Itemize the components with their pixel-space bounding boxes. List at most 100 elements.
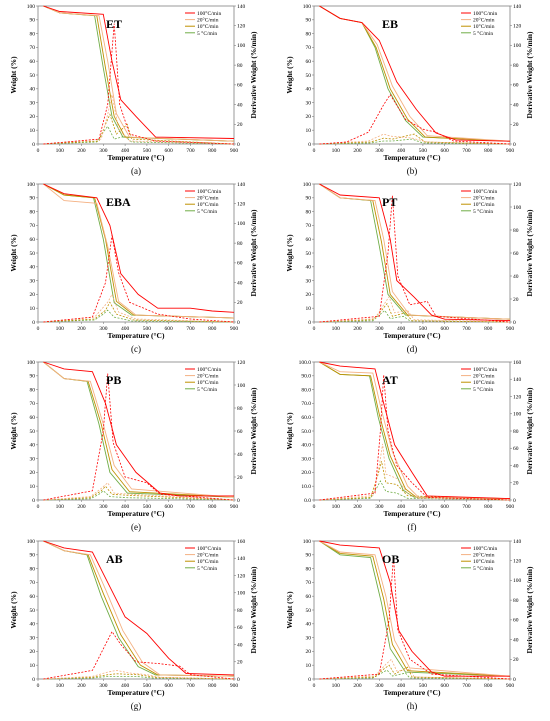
legend-label: 100°C/min [473, 10, 497, 17]
x-tick-label: 200 [77, 683, 86, 689]
y2-tick-label: 140 [513, 539, 522, 545]
y-tick-label: 30.0 [301, 456, 311, 462]
x-axis-label: Temperature (°C) [108, 509, 165, 518]
x-tick-label: 300 [375, 148, 384, 154]
y-tick-label: 80 [30, 387, 36, 393]
y2-axis-label: Derivative Weight (%/min) [525, 31, 534, 118]
x-axis-label: Temperature (°C) [108, 688, 165, 697]
panel-name: OB [382, 552, 399, 566]
y-tick-label: 0.0 [304, 498, 311, 504]
derivative-line-5 [319, 309, 511, 323]
legend-label: 100°C/min [473, 188, 497, 195]
y-tick-label: 90.0 [301, 374, 311, 380]
y-tick-label: 90 [306, 18, 312, 24]
derivative-line-10 [43, 301, 235, 323]
weight-line-100 [319, 5, 511, 142]
x-tick-label: 800 [484, 148, 493, 154]
y2-tick-label: 140 [237, 556, 246, 562]
y2-tick-label: 120 [237, 24, 246, 30]
y-tick-label: 0 [32, 677, 35, 683]
y2-tick-label: 60 [237, 261, 243, 267]
y-tick-label: 40 [306, 87, 312, 93]
y2-tick-label: 20 [237, 122, 243, 128]
y-tick-label: 60 [306, 237, 312, 243]
legend-label: 5 °C/min [197, 386, 217, 393]
y-tick-label: 30 [30, 100, 36, 106]
derivative-line-100 [43, 373, 235, 501]
panel-g: 0 100 200 300 400 500 600 700 800 900010203040506… [9, 539, 258, 711]
y-tick-label: 60 [30, 415, 36, 421]
panel-name: EB [382, 17, 398, 31]
y2-tick-label: 0 [237, 677, 240, 683]
y-tick-label: 20 [306, 292, 312, 298]
y2-tick-label: 140 [237, 4, 246, 10]
derivative-line-5 [43, 675, 235, 680]
derivative-line-20 [43, 94, 235, 145]
panel-b: 0 100 200 300 400 500 600 700 800 900010203040506… [285, 4, 534, 176]
legend-label: 10°C/min [197, 23, 219, 30]
y-tick-label: 0 [308, 677, 311, 683]
x-tick-label: 0 [37, 683, 40, 689]
y-tick-label: 30 [306, 100, 312, 106]
y-tick-label: 20 [30, 114, 36, 120]
panel-name: AT [382, 373, 398, 387]
y-axis-label: Weight (%) [9, 56, 18, 94]
panel-name: AB [106, 552, 123, 566]
legend-label: 20°C/min [473, 195, 495, 202]
y2-tick-label: 140 [513, 4, 522, 10]
legend-label: 5 °C/min [197, 208, 217, 215]
y-tick-label: 40.0 [301, 443, 311, 449]
x-tick-label: 200 [77, 148, 86, 154]
y2-tick-label: 0 [513, 498, 516, 504]
x-tick-label: 100 [56, 148, 65, 154]
legend-label: 10°C/min [197, 201, 219, 208]
y-axis-label: Weight (%) [285, 591, 294, 629]
y-tick-label: 0 [308, 142, 311, 148]
legend-label: 100°C/min [473, 366, 497, 373]
y2-tick-label: 20 [513, 122, 519, 128]
y-tick-label: 80 [306, 209, 312, 215]
y-tick-label: 60 [30, 594, 36, 600]
y-tick-label: 30 [30, 635, 36, 641]
y2-tick-label: 120 [513, 394, 522, 400]
legend-label: 20°C/min [473, 373, 495, 380]
derivative-line-20 [43, 482, 235, 501]
legend-label: 20°C/min [197, 552, 219, 559]
y2-tick-label: 60 [237, 625, 243, 631]
y2-tick-label: 60 [237, 429, 243, 435]
x-tick-label: 200 [353, 326, 362, 332]
y-tick-label: 20 [306, 649, 312, 655]
x-tick-label: 700 [186, 504, 195, 510]
y2-tick-label: 40 [513, 274, 519, 280]
y-tick-label: 30 [306, 635, 312, 641]
y-tick-label: 10 [30, 306, 36, 312]
y-axis-label: Weight (%) [285, 56, 294, 94]
weight-line-20 [43, 361, 235, 498]
derivative-line-20 [319, 133, 511, 145]
y2-tick-label: 120 [237, 202, 246, 208]
y-tick-label: 70 [30, 45, 36, 51]
panel-caption: (g) [131, 701, 142, 711]
x-tick-label: 700 [462, 148, 471, 154]
derivative-line-10 [319, 133, 511, 145]
y-tick-label: 60 [30, 237, 36, 243]
y2-tick-label: 120 [513, 24, 522, 30]
y-tick-label: 0 [32, 320, 35, 326]
y2-tick-label: 40 [513, 463, 519, 469]
y-tick-label: 40 [306, 622, 312, 628]
y-tick-label: 80.0 [301, 387, 311, 393]
x-tick-label: 800 [484, 326, 493, 332]
x-tick-label: 100 [56, 683, 65, 689]
y-axis-label: Weight (%) [9, 234, 18, 272]
legend-label: 5 °C/min [473, 565, 493, 572]
x-tick-label: 700 [186, 683, 195, 689]
x-tick-label: 600 [165, 504, 174, 510]
x-axis-label: Temperature (°C) [384, 688, 441, 697]
y-tick-label: 50 [30, 608, 36, 614]
y2-axis-label: Derivative Weight (%/min) [525, 387, 534, 474]
y2-tick-label: 60 [513, 446, 519, 452]
x-tick-label: 600 [441, 326, 450, 332]
x-tick-label: 400 [121, 683, 130, 689]
x-tick-label: 400 [121, 504, 130, 510]
